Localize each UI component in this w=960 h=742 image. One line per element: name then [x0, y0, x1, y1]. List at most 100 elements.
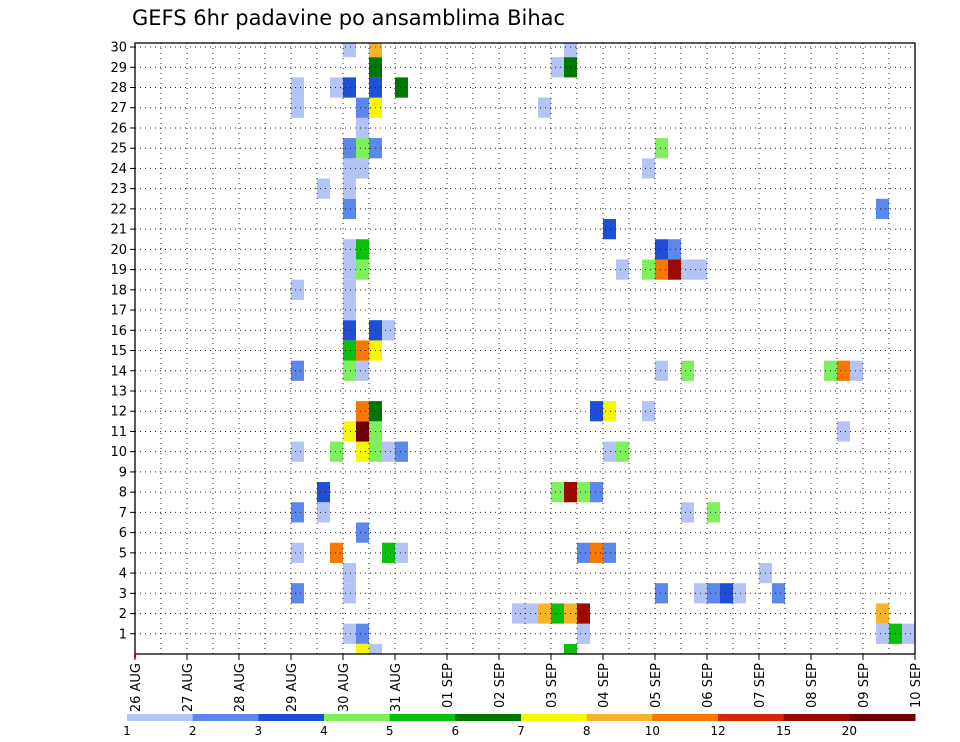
x-tick-label: 02 SEP	[493, 663, 508, 708]
y-tick-label: 27	[110, 101, 127, 116]
heatmap-cell	[343, 340, 356, 361]
legend-color-swatch	[455, 714, 522, 721]
heatmap-cell	[707, 502, 720, 523]
heatmap-cell	[642, 259, 655, 280]
x-tick-label: 09 SEP	[857, 663, 872, 708]
heatmap-cell	[603, 542, 616, 563]
x-tick-label: 27 AUG	[181, 663, 196, 712]
heatmap-cell	[551, 57, 564, 78]
heatmap-cell	[772, 583, 785, 604]
heatmap-cell	[876, 603, 889, 624]
legend-label: 12	[710, 724, 725, 738]
y-tick-label: 21	[110, 223, 127, 238]
heatmap-cell	[343, 583, 356, 604]
x-axis: 26 AUG 27 AUG 28 AUG 29 AUG 30 AUG 31 AUG 01 S…	[129, 654, 924, 712]
heatmap-cell	[291, 441, 304, 462]
heatmap-cell	[356, 239, 369, 260]
heatmap-cell	[343, 138, 356, 159]
y-tick-label: 28	[110, 81, 127, 96]
x-tick-label: 31 AUG	[389, 663, 404, 712]
heatmap-cell	[291, 583, 304, 604]
y-tick-label: 10	[110, 445, 127, 460]
y-tick-label: 26	[110, 121, 127, 136]
legend-label: 1	[123, 724, 131, 738]
y-tick-label: 16	[110, 324, 127, 339]
heatmap-cell	[356, 623, 369, 644]
heatmap-cell	[590, 401, 603, 422]
y-tick-label: 24	[110, 162, 127, 177]
y-tick-label: 29	[110, 61, 127, 76]
heatmap-cell	[655, 583, 668, 604]
legend-color-swatch	[521, 714, 588, 721]
x-tick-label: 03 SEP	[545, 663, 560, 708]
legend-color-swatch	[324, 714, 391, 721]
legend-color-swatch	[718, 714, 785, 721]
heatmap-cell	[382, 320, 395, 341]
legend-color-swatch	[389, 714, 456, 721]
heatmap-cell	[382, 542, 395, 563]
y-tick-label: 11	[110, 425, 127, 440]
y-tick-label: 14	[110, 364, 127, 379]
heatmap-cell	[369, 43, 382, 58]
heatmap-cell	[876, 623, 889, 644]
heatmap-cell	[395, 441, 408, 462]
heatmap-cell	[317, 482, 330, 503]
legend-color-swatch	[192, 714, 259, 721]
heatmap-cell	[616, 259, 629, 280]
heatmap-cell	[655, 360, 668, 381]
heatmap-cell	[655, 239, 668, 260]
heatmap-cell	[356, 138, 369, 159]
y-tick-label: 2	[119, 607, 127, 622]
heatmap-cell	[837, 421, 850, 442]
heatmap-cell	[603, 219, 616, 240]
heatmap-cell	[356, 360, 369, 381]
legend-label: 15	[776, 724, 791, 738]
heatmap-cell	[317, 178, 330, 199]
heatmap-cell	[564, 643, 577, 654]
y-tick-label: 19	[110, 263, 127, 278]
legend-label: 20	[842, 724, 857, 738]
y-tick-label: 22	[110, 202, 127, 217]
heatmap-cell	[564, 43, 577, 58]
heatmap-cell	[681, 502, 694, 523]
legend-color-swatch	[849, 714, 916, 721]
heatmap-cell	[577, 623, 590, 644]
heatmap-cell	[356, 117, 369, 139]
heatmap-cell	[395, 542, 408, 563]
chart-title: GEFS 6hr padavine po ansamblima Bihac	[132, 6, 566, 30]
heatmap-cell	[668, 239, 681, 260]
heatmap-cell	[668, 259, 681, 280]
heatmap-cell	[343, 562, 356, 584]
heatmap-cell	[317, 502, 330, 523]
heatmap-cell	[902, 623, 915, 644]
legend-label: 7	[517, 724, 525, 738]
legend-label: 4	[320, 724, 328, 738]
x-tick-label: 28 AUG	[233, 663, 248, 712]
heatmap-cell	[343, 360, 356, 381]
heatmap-cell	[291, 542, 304, 563]
y-tick-label: 9	[119, 465, 127, 480]
x-tick-label: 26 AUG	[129, 663, 144, 712]
heatmap-cell	[720, 583, 733, 604]
heatmap-cell	[330, 77, 343, 98]
heatmap-cell	[343, 77, 356, 98]
y-tick-label: 1	[119, 627, 127, 642]
x-tick-label: 29 AUG	[285, 663, 300, 712]
heatmap-cell	[369, 643, 382, 654]
heatmap-cell	[655, 138, 668, 159]
heatmap-cell	[343, 623, 356, 644]
heatmap-cell	[603, 441, 616, 462]
legend-color-swatch	[783, 714, 850, 721]
heatmap-cell	[343, 198, 356, 220]
heatmap-cell	[681, 259, 694, 280]
heatmap-cell	[343, 421, 356, 442]
legend-color-swatch	[652, 714, 719, 721]
heatmap-cell	[525, 603, 538, 624]
heatmap-cell	[538, 97, 551, 118]
heatmap-cell	[291, 77, 304, 98]
y-tick-label: 12	[110, 405, 127, 420]
legend-label: 10	[645, 724, 660, 738]
heatmap-cell	[356, 97, 369, 118]
y-axis: 1234567891011121314151617181920212223242…	[110, 41, 135, 642]
